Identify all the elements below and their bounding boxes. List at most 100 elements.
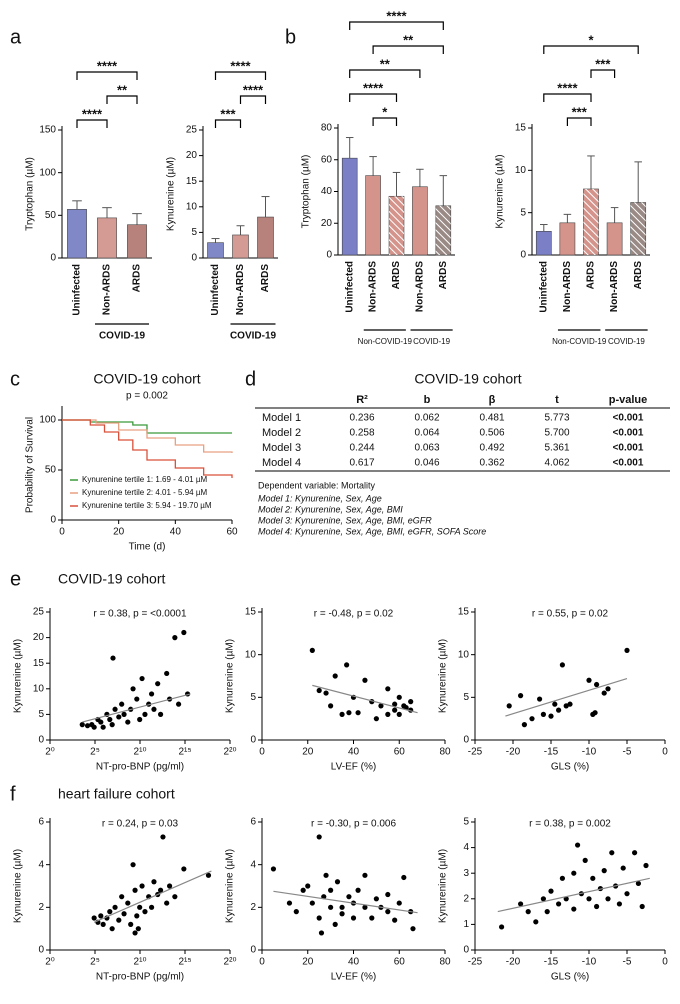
point [396, 694, 402, 700]
significance-label: **** [82, 106, 103, 121]
x-tick-label: 60 [226, 527, 238, 538]
significance-label: ** [117, 82, 128, 97]
y-tick-label: 0 [191, 253, 197, 264]
point [373, 896, 379, 902]
point [135, 926, 141, 932]
significance-bracket [590, 69, 616, 78]
annotation: r = 0.24, p = 0.03 [102, 819, 179, 830]
significance-label: **** [557, 80, 578, 95]
point [328, 904, 334, 910]
point [392, 707, 398, 713]
point [119, 701, 125, 707]
bar [97, 217, 117, 259]
y-tick-label: 50 [45, 465, 57, 476]
x-tick-label: 80 [439, 747, 451, 758]
point [157, 887, 164, 893]
point [98, 913, 104, 919]
significance-label: **** [386, 8, 407, 23]
point [142, 711, 148, 718]
y-tick-label: 150 [39, 125, 56, 136]
y-axis-label: Tryptophan (µM) [301, 155, 312, 229]
annotation: r = 0.38, p = 0.002 [529, 819, 611, 830]
x-tick-label: -5 [623, 747, 632, 758]
point [392, 917, 398, 923]
x-tick-label: ARDS [260, 264, 271, 293]
x-tick-label: 0 [662, 957, 668, 968]
point [339, 711, 345, 718]
point [506, 703, 512, 709]
annotation: r = 0.38, p = <0.0001 [93, 609, 187, 620]
x-tick-label: Uninfected [344, 261, 355, 313]
panel-label: e [10, 568, 21, 590]
panel-label: a [10, 26, 22, 48]
point [346, 710, 352, 716]
point [116, 917, 122, 923]
y-tick-label: 10 [458, 649, 470, 660]
y-axis-label: Kynurenine (µM) [495, 154, 506, 228]
point [592, 710, 598, 716]
point [408, 699, 414, 705]
table-cell: 0.236 [349, 413, 374, 424]
regression-line [505, 677, 628, 717]
y-tick-label: 3 [463, 868, 469, 879]
y-tick-label: 5 [520, 207, 526, 218]
bar [257, 216, 274, 259]
point [98, 719, 104, 725]
x-tick-label: Non-ARDS [368, 261, 379, 312]
point [529, 716, 535, 722]
y-tick-label: 20 [33, 632, 45, 643]
point [624, 891, 630, 897]
point [559, 662, 566, 668]
x-tick-label: 2⁰ [45, 957, 55, 968]
regression-line [312, 684, 418, 714]
y-tick-label: 5 [38, 709, 44, 720]
point [540, 711, 547, 718]
point [401, 874, 407, 881]
y-tick-label: 10 [33, 683, 45, 694]
significance-label: **** [363, 80, 384, 95]
point [148, 904, 155, 910]
row-label: Model 2 [262, 427, 301, 439]
point [624, 647, 630, 654]
x-tick-label: -10 [582, 747, 597, 758]
significance-label: *** [595, 56, 611, 71]
table-note: Model 2: Kynurenine, Sex, Age, BMI [258, 504, 403, 514]
y-tick-label: 100 [39, 415, 56, 426]
x-tick-label: -15 [544, 747, 559, 758]
point [548, 888, 554, 894]
point [385, 686, 391, 692]
x-tick-label: -10 [582, 957, 597, 968]
significance-label: * [588, 32, 594, 47]
point [175, 701, 182, 707]
point [559, 875, 566, 881]
point [142, 909, 148, 915]
annotation: r = -0.30, p = 0.006 [311, 819, 396, 830]
x-tick-label: 20 [302, 747, 314, 758]
y-tick-label: 6 [38, 817, 44, 828]
y-tick-label: 0 [463, 735, 469, 746]
y-tick-label: 50 [45, 210, 57, 221]
table-cell: 0.046 [414, 458, 439, 469]
x-tick-label: 0 [59, 527, 65, 538]
table-header: β [489, 394, 496, 406]
point [316, 687, 322, 694]
table-cell: 0.258 [349, 428, 374, 439]
point [309, 900, 315, 906]
point [594, 681, 600, 688]
x-tick-label: 60 [394, 957, 406, 968]
x-tick-label: ARDS [633, 261, 644, 290]
table-cell: <0.001 [613, 458, 644, 469]
point [305, 883, 311, 889]
bar [559, 222, 576, 256]
y-tick-label: 60 [321, 154, 333, 165]
x-tick-label: 60 [394, 747, 406, 758]
point [172, 635, 178, 641]
point [350, 915, 357, 921]
point [130, 686, 136, 692]
y-axis-label: Kynurenine (µM) [13, 849, 24, 923]
point [385, 891, 391, 898]
x-tick-label: 2²⁰ [224, 747, 237, 758]
x-axis-label: NT-pro-BNP (pg/ml) [96, 972, 184, 983]
table-cell: 0.492 [479, 443, 504, 454]
x-tick-label: 40 [348, 747, 360, 758]
